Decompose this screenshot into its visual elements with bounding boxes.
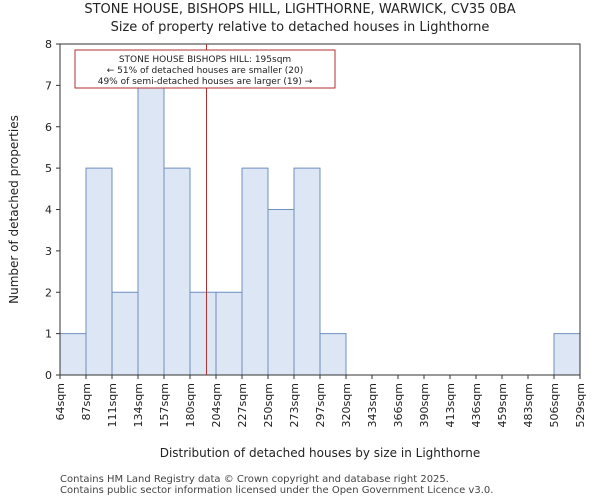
x-tick-label: 87sqm [80, 383, 93, 420]
bar-134sqm [137, 84, 165, 376]
y-tick-label: 2 [45, 286, 52, 299]
x-tick-label: 134sqm [132, 383, 145, 427]
annotation-line1: STONE HOUSE BISHOPS HILL: 195sqm [119, 55, 291, 65]
y-tick-label: 1 [45, 328, 52, 341]
bar-180sqm [189, 291, 217, 376]
bar-227sqm [241, 167, 269, 376]
x-tick-label: 250sqm [262, 383, 275, 427]
x-tick-label: 157sqm [158, 383, 171, 427]
bar-273sqm [293, 167, 321, 376]
bar-87sqm [85, 167, 113, 376]
x-tick-label: 506sqm [548, 383, 561, 427]
annotation-line3: 49% of semi-detached houses are larger (… [98, 77, 313, 87]
bar-157sqm [163, 167, 191, 376]
y-tick-label: 3 [45, 245, 52, 258]
x-tick-label: 273sqm [288, 383, 301, 427]
x-axis-label: Distribution of detached houses by size … [160, 446, 481, 460]
x-tick-label: 529sqm [574, 383, 587, 427]
annotation-box [74, 49, 336, 89]
x-tick-label: 436sqm [470, 383, 483, 427]
footer-line1: Contains HM Land Registry data © Crown c… [60, 474, 449, 485]
chart-title-line1: STONE HOUSE, BISHOPS HILL, LIGHTHORNE, W… [84, 2, 516, 17]
x-tick-label: 483sqm [522, 383, 535, 427]
annotation-group: STONE HOUSE BISHOPS HILL: 195sqm ← 51% o… [74, 49, 336, 89]
x-tick-label: 459sqm [496, 383, 509, 427]
axes-group: 0 1 2 3 4 5 6 7 8 64sqm 87sqm 111sqm 134sqm 157sqm 180… [45, 38, 587, 427]
x-tick-label: 413sqm [444, 383, 457, 427]
bar-111sqm [111, 291, 139, 376]
bar-204sqm [215, 291, 243, 376]
y-tick-label: 4 [45, 204, 52, 217]
x-tick-label: 297sqm [314, 383, 327, 427]
x-tick-label: 390sqm [418, 383, 431, 427]
bar-250sqm [267, 209, 295, 376]
y-tick-label: 0 [45, 369, 52, 382]
bar-297sqm [319, 333, 347, 376]
y-tick-label: 8 [45, 38, 52, 51]
x-tick-label: 111sqm [106, 383, 119, 427]
bar-64sqm [59, 333, 87, 376]
x-tick-label: 320sqm [340, 383, 353, 427]
bars-group [59, 84, 581, 376]
x-tick-label: 227sqm [236, 383, 249, 427]
x-tick-label: 64sqm [54, 383, 67, 420]
x-tick-label: 180sqm [184, 383, 197, 427]
y-tick-label: 5 [45, 162, 52, 175]
annotation-line2: ← 51% of detached houses are smaller (20… [107, 66, 304, 76]
y-tick-label: 6 [45, 121, 52, 134]
bar-506sqm [553, 333, 581, 376]
y-axis-label: Number of detached properties [7, 115, 21, 304]
x-tick-label: 366sqm [392, 383, 405, 427]
chart-title-line2: Size of property relative to detached ho… [110, 20, 490, 35]
footer-line2: Contains public sector information licen… [60, 485, 494, 496]
x-tick-label: 343sqm [366, 383, 379, 427]
y-tick-label: 7 [45, 79, 52, 92]
x-tick-label: 204sqm [210, 383, 223, 427]
